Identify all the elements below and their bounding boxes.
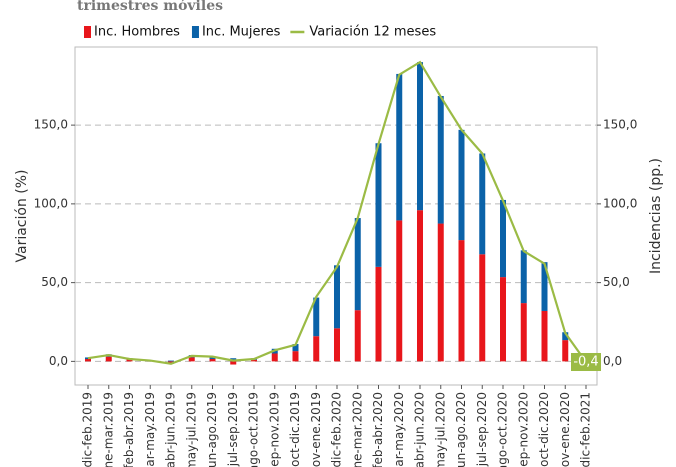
bar [168, 361, 174, 364]
y2-tick-label: 150,0 [603, 118, 637, 132]
bar [126, 359, 133, 362]
bar [188, 357, 195, 362]
bar [209, 359, 216, 362]
x-tick-label: sep-nov.2020 [516, 392, 530, 467]
x-tick-label: mar-may.2019 [143, 392, 157, 467]
bar [230, 361, 237, 365]
x-tick-label: sep-nov.2019 [267, 392, 281, 467]
bar [313, 297, 320, 337]
bar [458, 240, 465, 362]
value-label-box [571, 353, 601, 372]
bar [562, 332, 569, 341]
chart-title: trimestres móviles [77, 0, 223, 14]
x-tick-label: feb-abr.2019 [122, 392, 136, 467]
bar [375, 266, 382, 362]
bar [562, 340, 569, 362]
value-label: -0,4 [573, 355, 598, 370]
x-tick-label: jul-sep.2020 [475, 392, 489, 467]
bar [334, 328, 340, 362]
bar [479, 254, 486, 362]
y-tick-label: 150,0 [34, 118, 68, 132]
bar [168, 360, 174, 362]
y2-tick-label: 100,0 [603, 196, 637, 210]
bar [354, 218, 361, 311]
bar [479, 153, 486, 255]
bar [292, 351, 299, 362]
x-tick-label: jun-ago.2019 [205, 392, 219, 467]
bar [396, 220, 403, 362]
x-tick-label: jul-sep.2019 [226, 392, 240, 467]
line [87, 60, 587, 365]
x-tick-label: mar-may.2020 [392, 392, 406, 467]
x-tick-label: abr-jun.2020 [413, 392, 427, 467]
y-tick-label: 0,0 [49, 354, 68, 368]
y-tick-label: 50,0 [41, 275, 68, 289]
legend-swatch [84, 26, 91, 38]
x-tick-label: ago-oct.2019 [247, 392, 261, 467]
bar [520, 303, 527, 362]
bar [271, 353, 278, 362]
x-tick-label: ago-oct.2020 [496, 392, 510, 467]
bar [334, 265, 340, 329]
legend-label: Variación 12 meses [309, 25, 436, 40]
bar [500, 277, 506, 362]
bar [396, 73, 403, 221]
bar [541, 262, 548, 311]
y2-tick-label: 50,0 [603, 275, 630, 289]
bar [209, 356, 216, 360]
bar [520, 250, 527, 304]
bar [375, 143, 382, 267]
bar [500, 199, 506, 278]
x-tick-label: oct-dic.2019 [288, 392, 302, 467]
plot-border [74, 46, 598, 386]
bar [437, 95, 444, 224]
bar [417, 210, 423, 362]
x-tick-label: oct-dic.2020 [537, 392, 551, 467]
x-tick-label: nov-ene.2019 [309, 392, 323, 467]
bar [541, 310, 548, 362]
y-tick-label: 100,0 [34, 196, 68, 210]
x-tick-label: abr-jun.2019 [164, 392, 178, 467]
y-axis-title: Variación (%) [14, 170, 30, 263]
y2-axis-title: Incidencias (pp.) [648, 158, 664, 274]
bar [437, 223, 444, 362]
x-tick-label: may-jul.2020 [433, 392, 447, 467]
x-tick-label: ene-mar.2019 [101, 392, 115, 467]
bar [354, 310, 361, 362]
x-tick-label: feb-abr.2020 [371, 392, 385, 467]
x-tick-label: ene-mar.2020 [350, 392, 364, 467]
bar [251, 359, 257, 362]
x-tick-label: dic-feb.2020 [330, 392, 344, 467]
bar [458, 129, 465, 241]
bar [105, 356, 112, 362]
x-tick-label: nov-ene.2020 [558, 392, 572, 467]
legend-label: Inc. Mujeres [202, 25, 281, 40]
x-tick-label: may-jul.2019 [184, 392, 198, 467]
x-tick-label: jun-ago.2020 [454, 392, 468, 467]
bar [417, 62, 423, 211]
bar [85, 359, 91, 362]
legend-label: Inc. Hombres [94, 25, 180, 40]
y2-tick-label: 0,0 [603, 354, 622, 368]
bar [292, 344, 299, 352]
x-tick-label: dic-feb.2019 [81, 392, 95, 467]
legend-swatch [191, 26, 199, 38]
bar [313, 336, 320, 362]
x-tick-label: dic-feb.2021 [579, 392, 593, 467]
